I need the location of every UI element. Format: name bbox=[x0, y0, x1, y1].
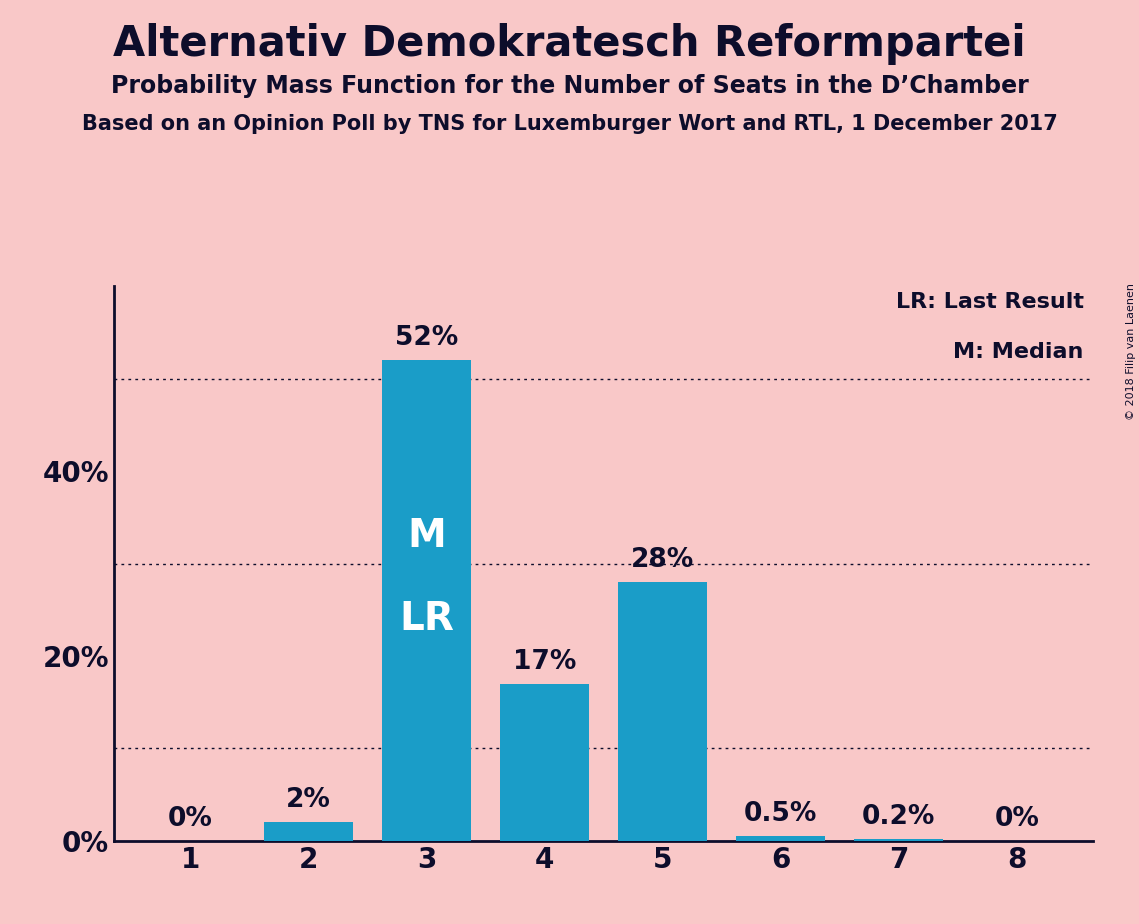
Bar bbox=[854, 839, 943, 841]
Text: 0%: 0% bbox=[169, 806, 213, 832]
Text: Probability Mass Function for the Number of Seats in the D’Chamber: Probability Mass Function for the Number… bbox=[110, 74, 1029, 98]
Text: LR: LR bbox=[399, 600, 454, 638]
Text: 52%: 52% bbox=[395, 325, 458, 351]
Text: M: M bbox=[408, 517, 446, 555]
Text: LR: Last Result: LR: Last Result bbox=[895, 292, 1083, 312]
Text: © 2018 Filip van Laenen: © 2018 Filip van Laenen bbox=[1126, 283, 1136, 419]
Text: 2%: 2% bbox=[286, 787, 331, 813]
Text: Based on an Opinion Poll by TNS for Luxemburger Wort and RTL, 1 December 2017: Based on an Opinion Poll by TNS for Luxe… bbox=[82, 114, 1057, 134]
Bar bbox=[737, 836, 825, 841]
Text: 0.2%: 0.2% bbox=[862, 804, 935, 830]
Bar bbox=[264, 822, 353, 841]
Bar bbox=[500, 684, 589, 841]
Text: M: Median: M: Median bbox=[953, 342, 1083, 362]
Text: 0%: 0% bbox=[994, 806, 1039, 832]
Text: Alternativ Demokratesch Reformpartei: Alternativ Demokratesch Reformpartei bbox=[113, 23, 1026, 65]
Text: 0.5%: 0.5% bbox=[744, 801, 818, 827]
Bar bbox=[383, 360, 470, 841]
Bar bbox=[618, 582, 707, 841]
Text: 17%: 17% bbox=[513, 649, 576, 675]
Text: 28%: 28% bbox=[631, 547, 695, 573]
